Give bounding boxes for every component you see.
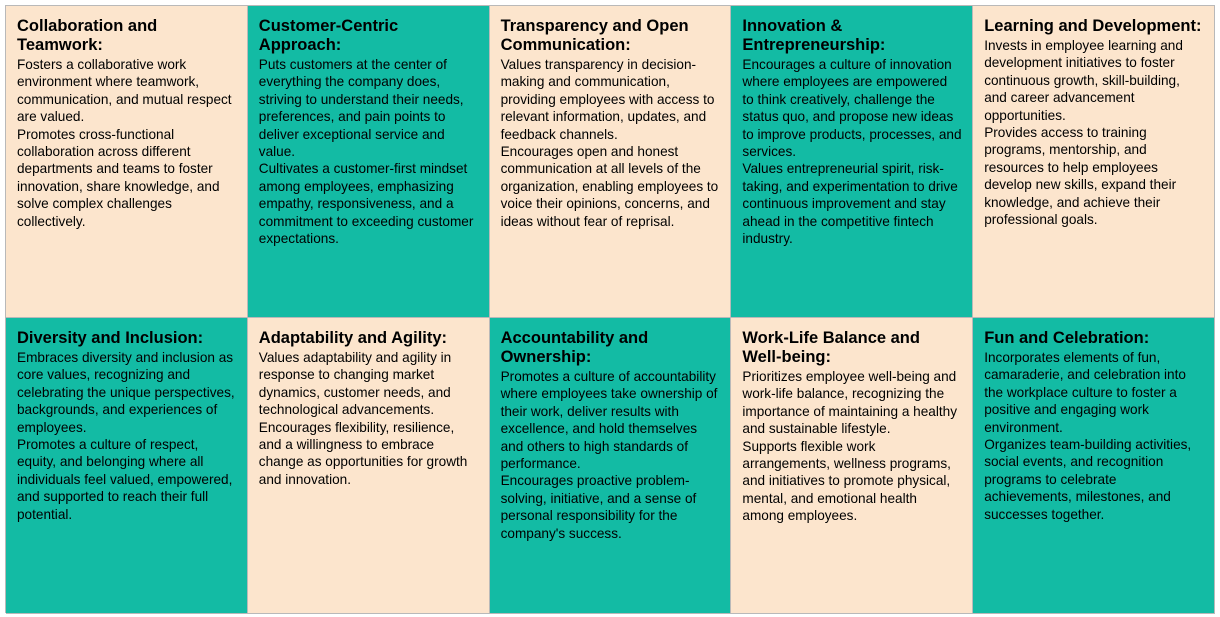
card-title: Transparency and Open Communication: [500, 17, 689, 54]
card-title: Collaboration and Teamwork: [17, 17, 158, 54]
value-card-accountability: Accountability and Ownership: Promotes a… [489, 318, 732, 614]
card-body: Fosters a collaborative work environment… [17, 57, 232, 229]
value-card-innovation: Innovation & Entrepreneurship: Encourage… [731, 6, 974, 318]
card-body: Invests in employee learning and develop… [984, 38, 1183, 228]
value-card-customer-centric: Customer-Centric Approach: Puts customer… [247, 6, 490, 318]
card-body: Puts customers at the center of everythi… [258, 57, 474, 247]
value-card-transparency: Transparency and Open Communication: Val… [489, 6, 732, 318]
value-card-learning: Learning and Development: Invests in emp… [973, 6, 1215, 318]
card-body: Embraces diversity and inclusion as core… [17, 350, 235, 522]
card-title: Adaptability and Agility: [258, 329, 448, 347]
card-title: Diversity and Inclusion: [17, 329, 204, 347]
value-card-adaptability: Adaptability and Agility: Values adaptab… [247, 318, 490, 614]
value-card-work-life: Work-Life Balance and Well-being: Priori… [731, 318, 974, 614]
value-card-diversity: Diversity and Inclusion: Embraces divers… [6, 318, 248, 614]
card-title: Accountability and Ownership: [500, 329, 649, 366]
value-card-collaboration: Collaboration and Teamwork: Fosters a co… [6, 6, 248, 318]
card-body: Promotes a culture of accountability whe… [500, 369, 718, 541]
card-title: Innovation & Entrepreneurship: [742, 17, 886, 54]
card-body: Incorporates elements of fun, camaraderi… [984, 350, 1192, 522]
card-body: Prioritizes employee well-being and work… [742, 369, 957, 524]
card-title: Fun and Celebration: [984, 329, 1150, 347]
card-body: Values adaptability and agility in respo… [258, 350, 468, 487]
card-title: Work-Life Balance and Well-being: [742, 329, 920, 366]
card-title: Customer-Centric Approach: [258, 17, 399, 54]
card-title: Learning and Development: [984, 17, 1202, 35]
card-body: Encourages a culture of innovation where… [742, 57, 962, 247]
card-body: Values transparency in decision-making a… [500, 57, 719, 229]
value-card-fun: Fun and Celebration: Incorporates elemen… [973, 318, 1215, 614]
values-grid: Collaboration and Teamwork: Fosters a co… [5, 5, 1215, 614]
